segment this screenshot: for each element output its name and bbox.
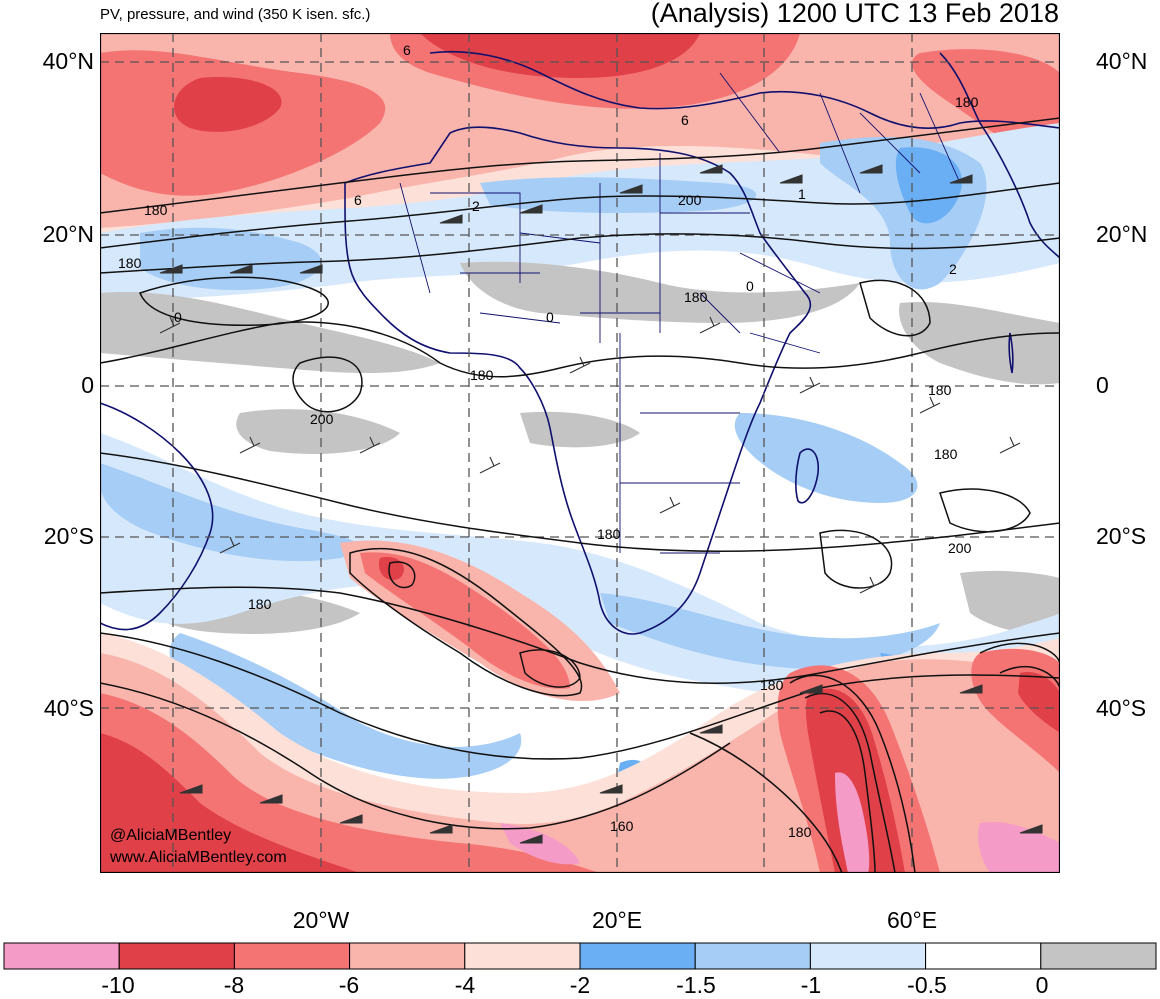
contour-label: 200 [948, 540, 972, 556]
lon-label-20e: 20°E [591, 907, 643, 933]
lon-label-60e: 60°E [886, 907, 938, 933]
lon-label-20w: 20°W [292, 907, 350, 933]
wind-barbs [159, 164, 1043, 844]
pv-map: 6 6 6 2 1 0 0 0 2 180 180 180 180 180 18… [100, 33, 1060, 873]
colorbar-label: -0.5 [907, 972, 947, 998]
colorbar-label: -6 [338, 972, 360, 998]
plot-subtitle: PV, pressure, and wind (350 K isen. sfc.… [100, 6, 371, 23]
contour-label: 6 [354, 192, 362, 208]
pressure-contours [100, 117, 1060, 873]
colorbar-swatch [349, 942, 466, 970]
colorbar-label: -1 [800, 972, 822, 998]
colorbar-label: -1.5 [676, 972, 716, 998]
colorbar-swatch [464, 942, 581, 970]
contour-label: 180 [684, 289, 708, 305]
colorbar-swatch [3, 942, 120, 970]
lat-label-eq-left: 0 [81, 372, 94, 398]
contour-label: 0 [174, 309, 182, 325]
colorbar-swatch [579, 942, 696, 970]
borders [399, 72, 961, 554]
colorbar-label: -10 [101, 972, 135, 998]
contour-label: 180 [118, 255, 142, 271]
contour-label: 180 [788, 824, 812, 840]
contour-labels: 6 6 6 2 1 0 0 0 2 180 180 180 180 180 18… [118, 42, 979, 840]
contour-label: 0 [546, 309, 554, 325]
coastlines [100, 50, 1060, 635]
lat-lon-grid [100, 33, 1060, 873]
contour-label: 6 [403, 42, 411, 58]
contour-label: 0 [746, 278, 754, 294]
credit-website: www.AliciaMBentley.com [110, 849, 287, 866]
contour-label: 1 [798, 186, 806, 202]
contour-label: 180 [248, 596, 272, 612]
contour-label: 180 [934, 446, 958, 462]
contour-label: 180 [597, 526, 621, 542]
contour-label: 180 [928, 382, 952, 398]
pv-shading [100, 33, 1060, 873]
colorbar-label: -2 [569, 972, 591, 998]
colorbar-label: -4 [454, 972, 476, 998]
credit-twitter: @AliciaMBentley [110, 827, 232, 844]
contour-label: 180 [144, 202, 168, 218]
contour-label: 2 [949, 261, 957, 277]
lat-label-40s-right: 40°S [1096, 695, 1147, 721]
map-frame [100, 33, 1060, 873]
contour-label: 180 [470, 367, 494, 383]
colorbar-label: -8 [223, 972, 245, 998]
colorbar-swatch [1040, 942, 1157, 970]
contour-label: 180 [760, 677, 784, 693]
lat-label-20n-left: 20°N [42, 221, 94, 247]
colorbar-swatch [925, 942, 1042, 970]
lat-label-40s-left: 40°S [43, 695, 94, 721]
lat-label-40n-right: 40°N [1096, 48, 1148, 74]
contour-label: 6 [681, 112, 689, 128]
contour-label: 160 [610, 818, 634, 834]
colorbar-swatch [809, 942, 927, 970]
lat-label-eq-right: 0 [1096, 372, 1109, 398]
lat-label-20n-right: 20°N [1096, 221, 1148, 247]
colorbar [3, 942, 1157, 970]
contour-label: 200 [678, 192, 702, 208]
colorbar-swatch [694, 942, 811, 970]
lat-label-20s-left: 20°S [43, 523, 94, 549]
contour-label: 180 [955, 94, 979, 110]
colorbar-swatch [118, 942, 235, 970]
contour-label: 200 [310, 411, 334, 427]
colorbar-label: 0 [1035, 972, 1049, 998]
contour-label: 2 [472, 198, 480, 214]
lat-label-40n-left: 40°N [42, 48, 94, 74]
lat-label-20s-right: 20°S [1096, 523, 1147, 549]
plot-title: (Analysis) 1200 UTC 13 Feb 2018 [650, 0, 1059, 28]
colorbar-swatch [233, 942, 351, 970]
